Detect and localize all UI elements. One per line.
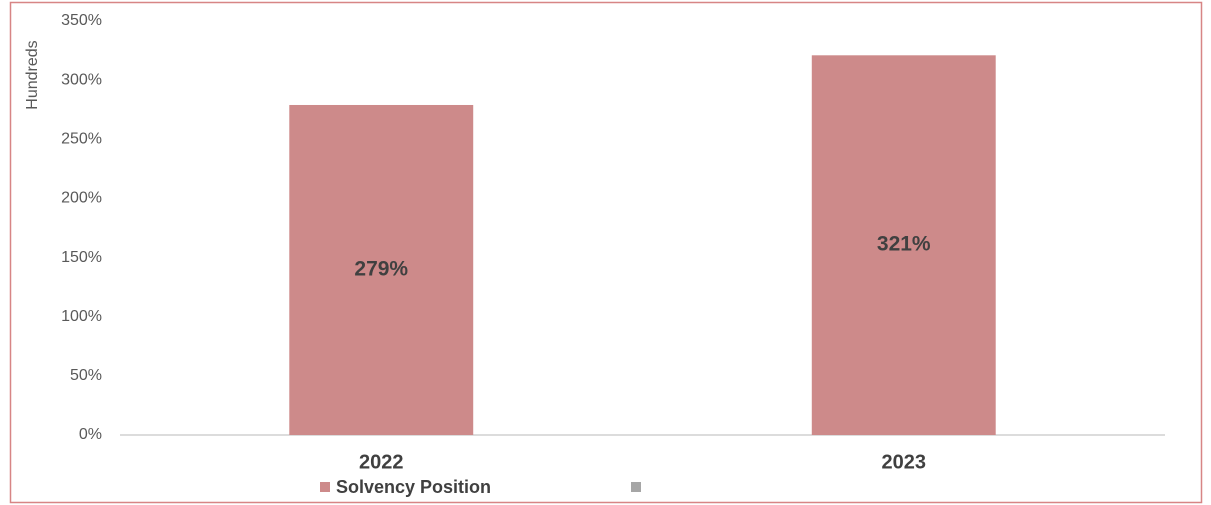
y-tick-label: 100% xyxy=(61,308,102,325)
y-tick-label: 0% xyxy=(79,426,102,443)
bar xyxy=(811,55,996,435)
x-tick-label: 2022 xyxy=(359,451,404,473)
y-tick-label: 250% xyxy=(61,131,102,148)
data-label: 279% xyxy=(354,258,408,281)
x-tick-label: 2023 xyxy=(882,451,927,473)
bar xyxy=(289,104,474,436)
y-axis-label: Hundreds xyxy=(24,40,41,109)
y-tick-label: 200% xyxy=(61,190,102,207)
data-label: 321% xyxy=(877,233,931,256)
legend-label: Solvency Position xyxy=(336,477,491,497)
y-tick-label: 150% xyxy=(61,249,102,266)
legend-swatch xyxy=(320,482,330,492)
y-tick-label: 350% xyxy=(61,12,102,29)
chart-border xyxy=(9,1,1203,504)
y-tick-label: 300% xyxy=(61,71,102,88)
y-tick-label: 50% xyxy=(70,367,102,384)
legend-swatch xyxy=(631,482,641,492)
